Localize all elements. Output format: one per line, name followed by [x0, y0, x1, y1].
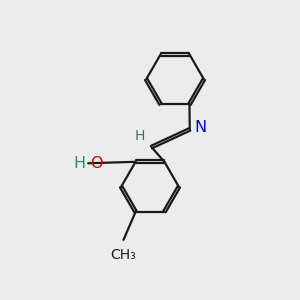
Text: N: N: [194, 120, 206, 135]
Text: CH₃: CH₃: [111, 248, 136, 262]
Text: H: H: [135, 129, 145, 142]
Text: H: H: [74, 156, 86, 171]
Text: O: O: [91, 156, 103, 171]
